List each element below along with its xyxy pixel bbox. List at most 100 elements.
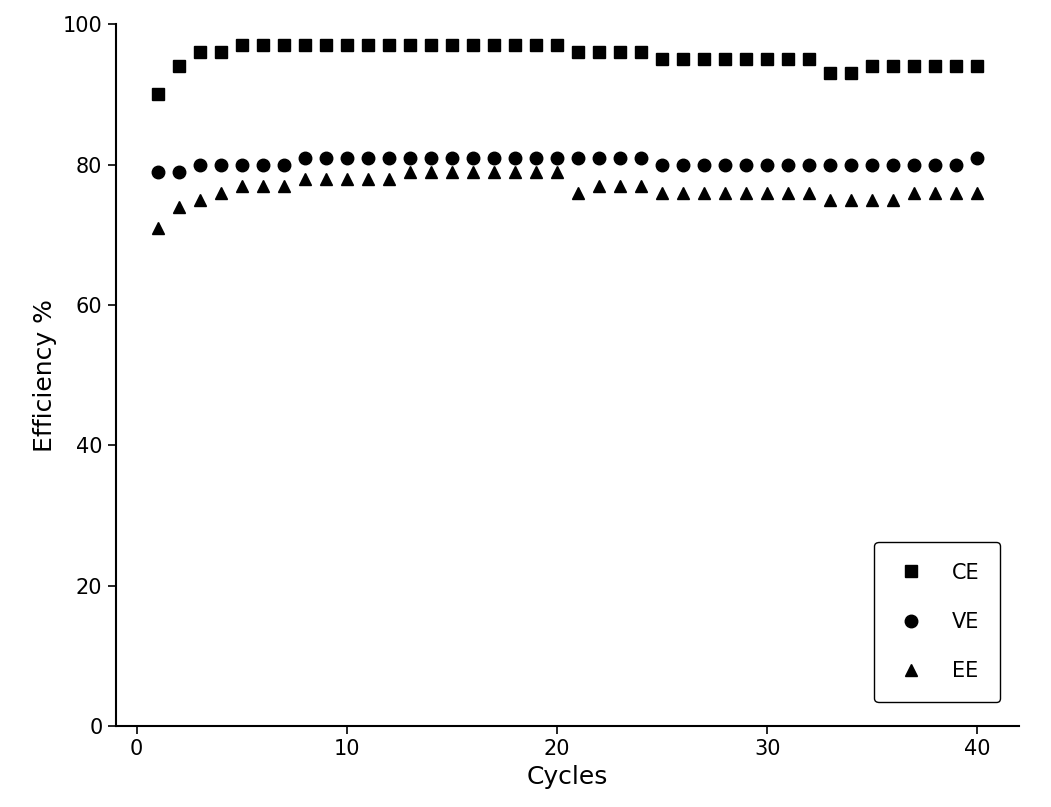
EE xyxy=(929,188,942,198)
CE xyxy=(341,40,353,50)
EE xyxy=(845,195,858,205)
CE xyxy=(698,55,710,65)
EE xyxy=(740,188,753,198)
VE xyxy=(214,160,227,169)
VE xyxy=(551,153,563,162)
CE xyxy=(509,40,521,50)
CE xyxy=(845,69,858,78)
VE xyxy=(887,160,900,169)
CE xyxy=(446,40,458,50)
CE xyxy=(635,48,647,57)
VE xyxy=(803,160,816,169)
EE xyxy=(677,188,689,198)
CE xyxy=(256,40,269,50)
EE xyxy=(214,188,227,198)
EE xyxy=(593,181,605,190)
VE xyxy=(277,160,290,169)
VE xyxy=(509,153,521,162)
VE xyxy=(256,160,269,169)
VE xyxy=(719,160,731,169)
CE xyxy=(761,55,774,65)
EE xyxy=(298,174,311,183)
VE xyxy=(404,153,416,162)
CE xyxy=(719,55,731,65)
Line: EE: EE xyxy=(152,166,983,233)
VE xyxy=(698,160,710,169)
EE xyxy=(719,188,731,198)
VE xyxy=(193,160,206,169)
EE xyxy=(446,167,458,177)
EE xyxy=(551,167,563,177)
VE xyxy=(298,153,311,162)
Y-axis label: Efficiency %: Efficiency % xyxy=(34,299,57,452)
CE xyxy=(172,61,185,71)
VE xyxy=(908,160,921,169)
CE xyxy=(740,55,753,65)
Line: VE: VE xyxy=(151,152,984,178)
EE xyxy=(383,174,395,183)
EE xyxy=(530,167,542,177)
EE xyxy=(887,195,900,205)
EE xyxy=(509,167,521,177)
X-axis label: Cycles: Cycles xyxy=(527,765,609,789)
CE xyxy=(404,40,416,50)
CE xyxy=(551,40,563,50)
VE xyxy=(845,160,858,169)
EE xyxy=(425,167,437,177)
EE xyxy=(635,181,647,190)
EE xyxy=(256,181,269,190)
EE xyxy=(151,223,164,232)
VE xyxy=(467,153,479,162)
VE xyxy=(425,153,437,162)
EE xyxy=(614,181,626,190)
VE xyxy=(572,153,584,162)
EE xyxy=(656,188,668,198)
EE xyxy=(488,167,500,177)
VE xyxy=(362,153,374,162)
VE xyxy=(172,167,185,177)
VE xyxy=(929,160,942,169)
CE xyxy=(530,40,542,50)
Line: CE: CE xyxy=(152,40,983,100)
Legend: CE, VE, EE: CE, VE, EE xyxy=(874,541,1000,702)
EE xyxy=(782,188,795,198)
VE xyxy=(971,153,984,162)
VE xyxy=(151,167,164,177)
CE xyxy=(614,48,626,57)
EE xyxy=(172,202,185,211)
CE xyxy=(803,55,816,65)
CE xyxy=(908,61,921,71)
VE xyxy=(761,160,774,169)
CE xyxy=(277,40,290,50)
VE xyxy=(383,153,395,162)
VE xyxy=(320,153,332,162)
CE xyxy=(320,40,332,50)
EE xyxy=(824,195,837,205)
CE xyxy=(235,40,248,50)
CE xyxy=(593,48,605,57)
EE xyxy=(277,181,290,190)
CE xyxy=(782,55,795,65)
EE xyxy=(467,167,479,177)
VE xyxy=(446,153,458,162)
EE xyxy=(761,188,774,198)
CE xyxy=(971,61,984,71)
EE xyxy=(193,195,206,205)
EE xyxy=(341,174,353,183)
CE xyxy=(425,40,437,50)
CE xyxy=(193,48,206,57)
EE xyxy=(908,188,921,198)
VE xyxy=(866,160,879,169)
EE xyxy=(235,181,248,190)
CE xyxy=(298,40,311,50)
EE xyxy=(803,188,816,198)
CE xyxy=(887,61,900,71)
CE xyxy=(656,55,668,65)
CE xyxy=(866,61,879,71)
VE xyxy=(235,160,248,169)
CE xyxy=(572,48,584,57)
CE xyxy=(467,40,479,50)
CE xyxy=(824,69,837,78)
EE xyxy=(950,188,963,198)
EE xyxy=(320,174,332,183)
